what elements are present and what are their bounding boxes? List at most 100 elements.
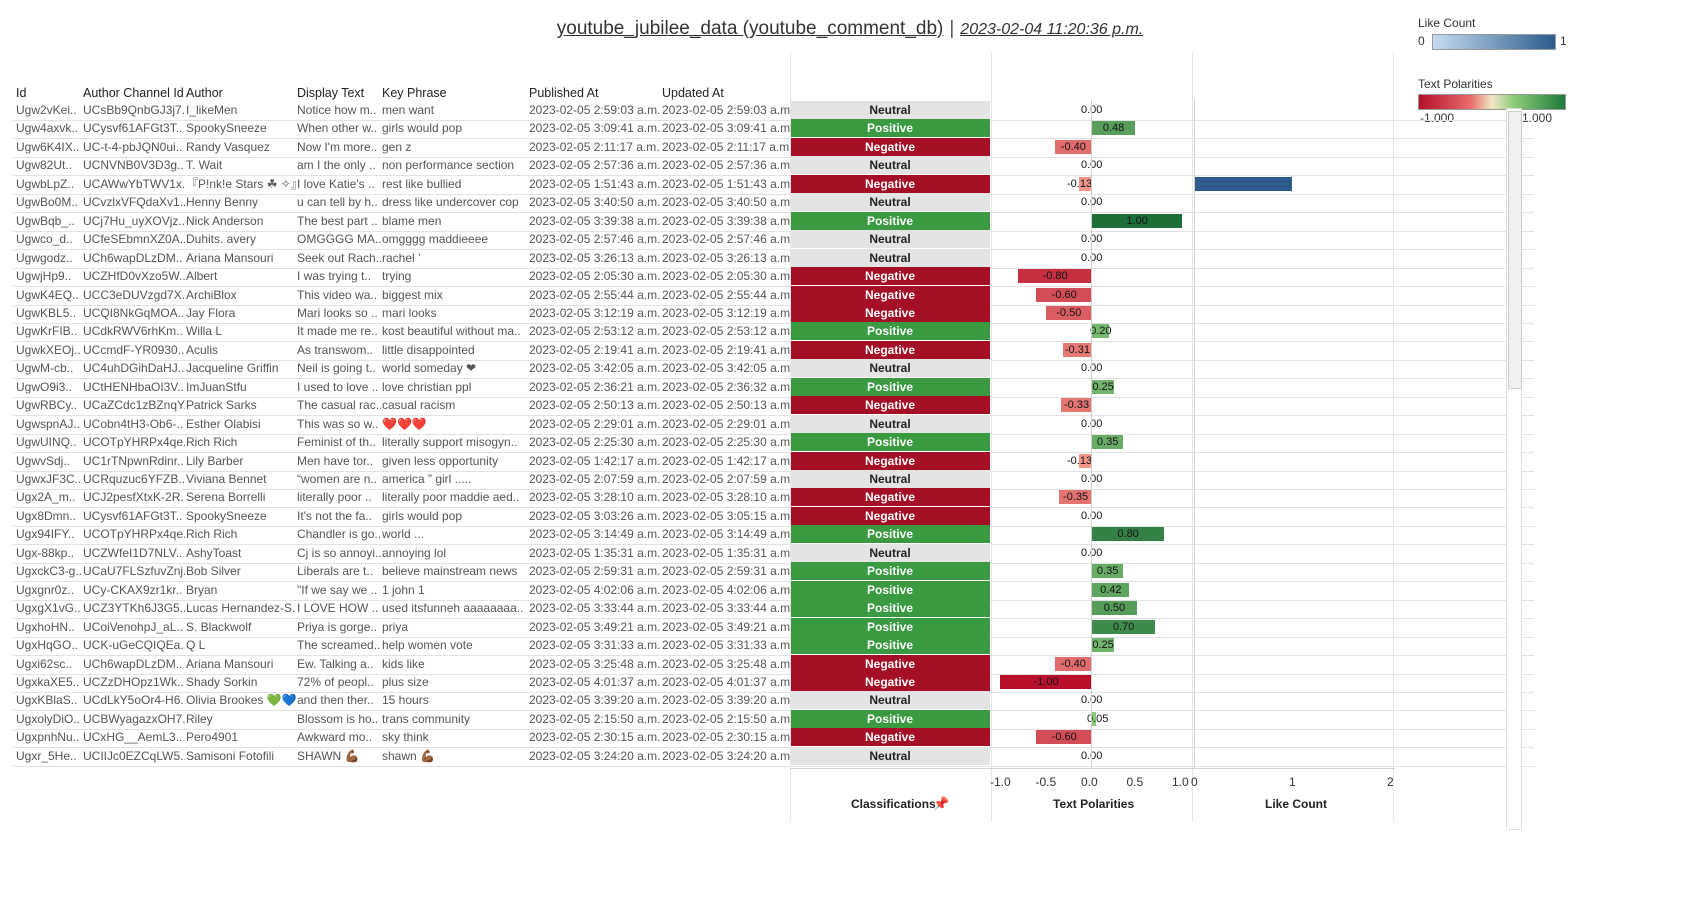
scrollbar-thumb[interactable] bbox=[1508, 111, 1522, 389]
polarity-bar[interactable] bbox=[1018, 269, 1091, 284]
classification-cell[interactable]: Neutral bbox=[790, 414, 990, 433]
classification-cell[interactable]: Neutral bbox=[790, 230, 990, 249]
classification-cell[interactable]: Neutral bbox=[790, 101, 990, 119]
classification-cell[interactable]: Neutral bbox=[790, 543, 990, 562]
classification-cell[interactable]: Negative bbox=[790, 396, 990, 415]
polarity-bar[interactable] bbox=[1091, 435, 1123, 450]
text-column-header[interactable]: Display Text bbox=[297, 86, 365, 100]
classification-cell[interactable]: Negative bbox=[790, 728, 990, 747]
table-row[interactable]: Ugw4axvk.. UCysvf61AFGt3T.. SpookySneeze Wh… bbox=[12, 118, 1534, 140]
table-row[interactable]: UgwbLpZ.. UCAWwYbTWV1x.. 『P!nk!e Stars ☘ ✧… bbox=[12, 174, 1534, 195]
classification-cell[interactable]: Positive bbox=[790, 377, 990, 396]
text-polarities-legend[interactable]: Text Polarities -1.000 1.000 bbox=[1418, 77, 1578, 127]
classification-cell[interactable]: Neutral bbox=[790, 193, 990, 212]
table-row[interactable]: UgwxJF3C.. UCRquzuc6YFZB.. Viviana Bennet “… bbox=[12, 469, 1534, 490]
like-axis-title[interactable]: Like Count bbox=[1265, 797, 1327, 811]
polarity-bar[interactable] bbox=[1036, 287, 1091, 302]
table-row[interactable]: Ugx94IFY.. UCOTpYHRPx4qe.. Rich Rich Chandl… bbox=[12, 524, 1534, 546]
classification-cell[interactable]: Negative bbox=[790, 340, 990, 359]
polarity-bar[interactable] bbox=[1059, 490, 1091, 505]
polarity-bar[interactable] bbox=[1091, 638, 1114, 653]
table-row[interactable]: Ugx8Dmn.. UCysvf61AFGt3T.. SpookySneeze It'… bbox=[12, 506, 1534, 527]
classification-cell[interactable]: Negative bbox=[790, 174, 990, 193]
classification-cell[interactable]: Negative bbox=[790, 672, 990, 691]
polarity-bar[interactable] bbox=[1079, 453, 1091, 468]
polarity-bar[interactable] bbox=[1062, 342, 1091, 357]
table-row[interactable]: UgwO9i3.. UCtHENHbaOI3V.. ImJuanStfu I used… bbox=[12, 377, 1534, 398]
table-row[interactable]: UgwUINQ.. UCOTpYHRPx4qe.. Rich Rich Feminis… bbox=[12, 432, 1534, 454]
table-row[interactable]: UgwspnAJ.. UCobn4tH3-Ob6-.. Esther Olabisi… bbox=[12, 414, 1534, 435]
classification-cell[interactable]: Positive bbox=[790, 636, 990, 655]
classifications-axis-title[interactable]: Classifications bbox=[851, 797, 936, 811]
classification-cell[interactable]: Positive bbox=[790, 562, 990, 581]
classification-cell[interactable]: Negative bbox=[790, 285, 990, 304]
table-row[interactable]: Ugw6K4IX.. UC-t-4-pbJQN0ui.. Randy Vasquez… bbox=[12, 137, 1534, 158]
table-row[interactable]: UgwKrFIB.. UCdkRWV6rhKm.. Willa L It made m… bbox=[12, 321, 1534, 343]
classification-cell[interactable]: Positive bbox=[790, 211, 990, 230]
table-row[interactable]: Ugw82Ut.. UCNVNB0V3D3g.. T. Wait am I the o… bbox=[12, 155, 1534, 177]
polarity-bar[interactable] bbox=[1054, 656, 1091, 671]
table-row[interactable]: UgxhoHN.. UCoiVenohpJ_aL.. S. Blackwolf Pri… bbox=[12, 617, 1534, 638]
classification-cell[interactable]: Negative bbox=[790, 451, 990, 470]
table-row[interactable]: UgwkXEOj.. UCcmdF-YR0930.. Aculis As transw… bbox=[12, 340, 1534, 361]
table-row[interactable]: Ugxr_5He.. UCIIJc0EZCqLW5.. Samisoni Fotof… bbox=[12, 746, 1534, 767]
polarity-bar[interactable] bbox=[1036, 730, 1091, 745]
table-row[interactable]: UgxckC3-g.. UCaU7FLSzfuvZnj.. Bob Silver Li… bbox=[12, 561, 1534, 583]
updated-column-header[interactable]: Updated At bbox=[662, 86, 724, 100]
classification-cell[interactable]: Neutral bbox=[790, 746, 990, 765]
table-row[interactable]: UgwBo0M.. UCvzlxVFQdaXv1.. Henny Benny u ca… bbox=[12, 192, 1534, 214]
polarity-bar[interactable] bbox=[1091, 564, 1123, 579]
like-count-legend[interactable]: Like Count 0 1 bbox=[1418, 16, 1578, 60]
table-row[interactable]: Ugxgnr0z.. UCy-CKAX9zr1kr.. Bryan "If we sa… bbox=[12, 580, 1534, 601]
table-row[interactable]: UgwRBCy.. UCaZCdc1zBZnqY.. Patrick Sarks Th… bbox=[12, 395, 1534, 417]
polarity-bar[interactable] bbox=[1091, 121, 1135, 136]
title-timestamp[interactable]: 2023-02-04 11:20:36 p.m. bbox=[960, 21, 1144, 38]
table-row[interactable]: Ugwgodz.. UCh6wapDLzDM.. Ariana Mansouri Se… bbox=[12, 248, 1534, 269]
table-row[interactable]: Ugw2vKei.. UCsBb9QnbGJ3j7.. I_likeMen Notic… bbox=[12, 100, 1534, 121]
table-row[interactable]: UgwM-cb.. UC4uhDGihDaHJ.. Jacqueline Griff… bbox=[12, 358, 1534, 380]
polarity-bar[interactable] bbox=[1000, 674, 1091, 689]
like-count-bar[interactable] bbox=[1194, 176, 1292, 191]
id-column-header[interactable]: Id bbox=[16, 86, 27, 100]
classification-cell[interactable]: Neutral bbox=[790, 248, 990, 267]
table-row[interactable]: UgwBqb_.. UCj7Hu_uyXOVjz.. Nick Anderson Th… bbox=[12, 211, 1534, 232]
vertical-scrollbar[interactable] bbox=[1506, 108, 1522, 830]
classification-cell[interactable]: Negative bbox=[790, 267, 990, 286]
classification-cell[interactable]: Positive bbox=[790, 525, 990, 544]
table-row[interactable]: UgxolyDiO.. UCBWyagazxOH7.. Riley Blossom i… bbox=[12, 709, 1534, 730]
polarity-bar[interactable] bbox=[1060, 398, 1091, 413]
table-row[interactable]: UgxgX1vG.. UCZ3YTKh6J3G5.. Lucas Hernandez… bbox=[12, 598, 1534, 620]
polarity-bar[interactable] bbox=[1091, 582, 1130, 597]
classification-cell[interactable]: Negative bbox=[790, 654, 990, 673]
channel-column-header[interactable]: Author Channel Id bbox=[83, 86, 184, 100]
classification-cell[interactable]: Neutral bbox=[790, 156, 990, 175]
polarity-bar[interactable] bbox=[1045, 305, 1091, 320]
datasource-title[interactable]: youtube_jubilee_data (youtube_comment_db… bbox=[556, 18, 944, 39]
polarity-bar[interactable] bbox=[1091, 619, 1155, 634]
classification-cell[interactable]: Positive bbox=[790, 709, 990, 728]
table-row[interactable]: Ugx-88kp.. UCZWfeI1D7NLV.. AshyToast Cj is … bbox=[12, 543, 1534, 564]
polarity-bar[interactable] bbox=[1091, 379, 1114, 394]
table-row[interactable]: UgwK4EQ.. UCC3eDUVzgd7X.. ArchiBlox This vi… bbox=[12, 285, 1534, 306]
polarity-bar[interactable] bbox=[1091, 213, 1182, 228]
table-row[interactable]: UgxKBlaS.. UCdLkY5oOr4-H6.. Olivia Brookes… bbox=[12, 690, 1534, 712]
classification-cell[interactable]: Positive bbox=[790, 119, 990, 138]
table-row[interactable]: UgwjHp9.. UCZHfD0vXzo5W.. Albert I was tryi… bbox=[12, 266, 1534, 288]
phrase-column-header[interactable]: Key Phrase bbox=[382, 86, 447, 100]
classification-cell[interactable]: Negative bbox=[790, 137, 990, 156]
table-row[interactable]: UgwvSdj.. UC1rTNpwnRdinr.. Lily Barber Men … bbox=[12, 451, 1534, 472]
polarity-bar[interactable] bbox=[1091, 711, 1096, 726]
author-column-header[interactable]: Author bbox=[186, 86, 223, 100]
classification-cell[interactable]: Neutral bbox=[790, 359, 990, 378]
published-column-header[interactable]: Published At bbox=[529, 86, 599, 100]
polarity-axis-title[interactable]: Text Polarities bbox=[1053, 797, 1135, 811]
table-row[interactable]: UgxHqGO.. UCK-uGeCQIQEa.. Q L The screamed.… bbox=[12, 635, 1534, 657]
classification-cell[interactable]: Positive bbox=[790, 617, 990, 636]
classification-cell[interactable]: Negative bbox=[790, 303, 990, 322]
classification-cell[interactable]: Neutral bbox=[790, 470, 990, 488]
table-row[interactable]: Ugwco_d.. UCfeSEbmnXZ0A.. Duhits. avery OMG… bbox=[12, 229, 1534, 251]
table-row[interactable]: Ugxi62sc.. UCh6wapDLzDM.. Ariana Mansouri E… bbox=[12, 654, 1534, 675]
table-row[interactable]: UgwKBL5.. UCQI8NkGqMOA.. Jay Flora Mari loo… bbox=[12, 303, 1534, 324]
polarity-bar[interactable] bbox=[1091, 527, 1164, 542]
classification-cell[interactable]: Positive bbox=[790, 433, 990, 452]
